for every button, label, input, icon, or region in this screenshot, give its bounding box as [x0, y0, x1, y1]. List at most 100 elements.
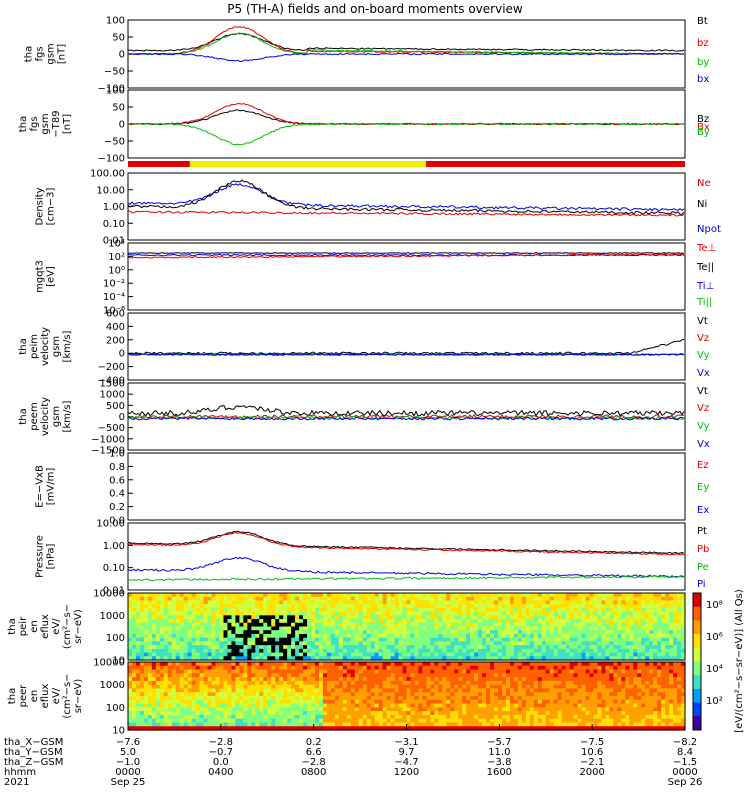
- heatmap-cell: [533, 669, 539, 674]
- heatmap-cell: [203, 703, 209, 708]
- heatmap-cell: [553, 593, 559, 598]
- heatmap-cell: [195, 604, 201, 609]
- heatmap-cell: [490, 626, 495, 631]
- heatmap-cell: [609, 652, 614, 657]
- heatmap-cell: [490, 662, 495, 667]
- heatmap-cell: [175, 688, 181, 693]
- heatmap-cell: [279, 680, 284, 686]
- heatmap-cell: [326, 630, 332, 635]
- heatmap-cell: [231, 656, 237, 661]
- heatmap-cell: [358, 600, 364, 605]
- heatmap-cell: [474, 688, 479, 693]
- heatmap-cell: [513, 593, 519, 598]
- heatmap-cell: [501, 619, 507, 624]
- heatmap-cell: [649, 604, 654, 609]
- heatmap-cell: [410, 718, 416, 724]
- heatmap-cell: [171, 652, 177, 657]
- heatmap-cell: [438, 593, 443, 598]
- heatmap-cell: [263, 619, 268, 624]
- heatmap-cell: [657, 633, 662, 639]
- heatmap-cell: [509, 688, 515, 693]
- heatmap-cell: [374, 600, 380, 605]
- heatmap-cell: [271, 615, 276, 620]
- heatmap-cell: [247, 722, 252, 727]
- heatmap-cell: [175, 611, 181, 616]
- heatmap-cell: [147, 656, 153, 661]
- heatmap-cell: [223, 726, 229, 731]
- heatmap-cell: [311, 707, 316, 712]
- heatmap-cell: [462, 604, 467, 609]
- heatmap-cell: [199, 714, 205, 720]
- heatmap-cell: [259, 637, 264, 642]
- heatmap-cell: [318, 665, 324, 671]
- ytick-label: 1.0: [109, 449, 125, 460]
- heatmap-cell: [311, 645, 316, 650]
- ytick-label: 500: [106, 401, 125, 412]
- heatmap-cell: [191, 688, 197, 693]
- heatmap-cell: [557, 615, 563, 620]
- heatmap-cell: [354, 645, 360, 650]
- heatmap-cell: [581, 714, 587, 720]
- heatmap-cell: [501, 596, 507, 602]
- heatmap-cell: [291, 656, 296, 661]
- heatmap-cell: [609, 615, 614, 620]
- heatmap-cell: [179, 637, 185, 642]
- heatmap-cell: [346, 593, 352, 598]
- heatmap-cell: [482, 722, 487, 727]
- heatmap-cell: [342, 711, 348, 716]
- heatmap-cell: [673, 645, 678, 650]
- ytick-label: 0.6: [109, 475, 125, 486]
- heatmap-cell: [601, 593, 607, 598]
- heatmap-cell: [541, 684, 547, 690]
- heatmap-cell: [386, 652, 392, 657]
- heatmap-cell: [434, 593, 439, 598]
- heatmap-cell: [334, 633, 340, 639]
- heatmap-cell: [179, 680, 185, 686]
- heatmap-cell: [279, 611, 284, 616]
- heatmap-cell: [299, 607, 304, 613]
- heatmap-cell: [251, 645, 256, 650]
- heatmap-cell: [681, 652, 686, 657]
- heatmap-cell: [494, 726, 499, 731]
- heatmap-cell: [362, 611, 368, 616]
- heatmap-cell: [259, 684, 264, 690]
- heatmap-cell: [549, 692, 555, 697]
- heatmap-cell: [322, 645, 328, 650]
- heatmap-cell: [235, 619, 240, 624]
- heatmap-cell: [438, 641, 443, 646]
- heatmap-cell: [338, 718, 344, 724]
- heatmap-cell: [358, 607, 364, 613]
- heatmap-cell: [501, 684, 507, 690]
- heatmap-cell: [223, 626, 229, 631]
- heatmap-cell: [295, 680, 300, 686]
- heatmap-cell: [175, 665, 181, 671]
- heatmap-cell: [537, 630, 543, 635]
- heatmap-cell: [450, 718, 455, 724]
- heatmap-cell: [386, 707, 392, 712]
- heatmap-cell: [553, 726, 559, 731]
- heatmap-cell: [147, 677, 153, 682]
- heatmap-cell: [366, 593, 372, 598]
- heatmap-cell: [533, 633, 539, 639]
- heatmap-cell: [167, 611, 173, 616]
- heatmap-cell: [338, 703, 344, 708]
- heatmap-cell: [295, 726, 300, 731]
- heatmap-cell: [438, 665, 443, 671]
- heatmap-cell: [541, 656, 547, 661]
- heatmap-cell: [414, 645, 420, 650]
- heatmap-cell: [139, 669, 145, 674]
- heatmap-cell: [625, 607, 630, 613]
- heatmap-cell: [406, 615, 412, 620]
- heatmap-cell: [187, 714, 193, 720]
- heatmap-cell: [442, 718, 447, 724]
- heatmap-cell: [211, 641, 217, 646]
- heatmap-cell: [438, 648, 443, 654]
- heatmap-cell: [358, 722, 364, 727]
- heatmap-cell: [557, 622, 563, 628]
- heatmap-cell: [362, 656, 368, 661]
- heatmap-cell: [569, 669, 575, 674]
- heatmap-cell: [128, 619, 133, 624]
- heatmap-cell: [346, 726, 352, 731]
- heatmap-cell: [593, 622, 599, 628]
- heatmap-cell: [151, 669, 157, 674]
